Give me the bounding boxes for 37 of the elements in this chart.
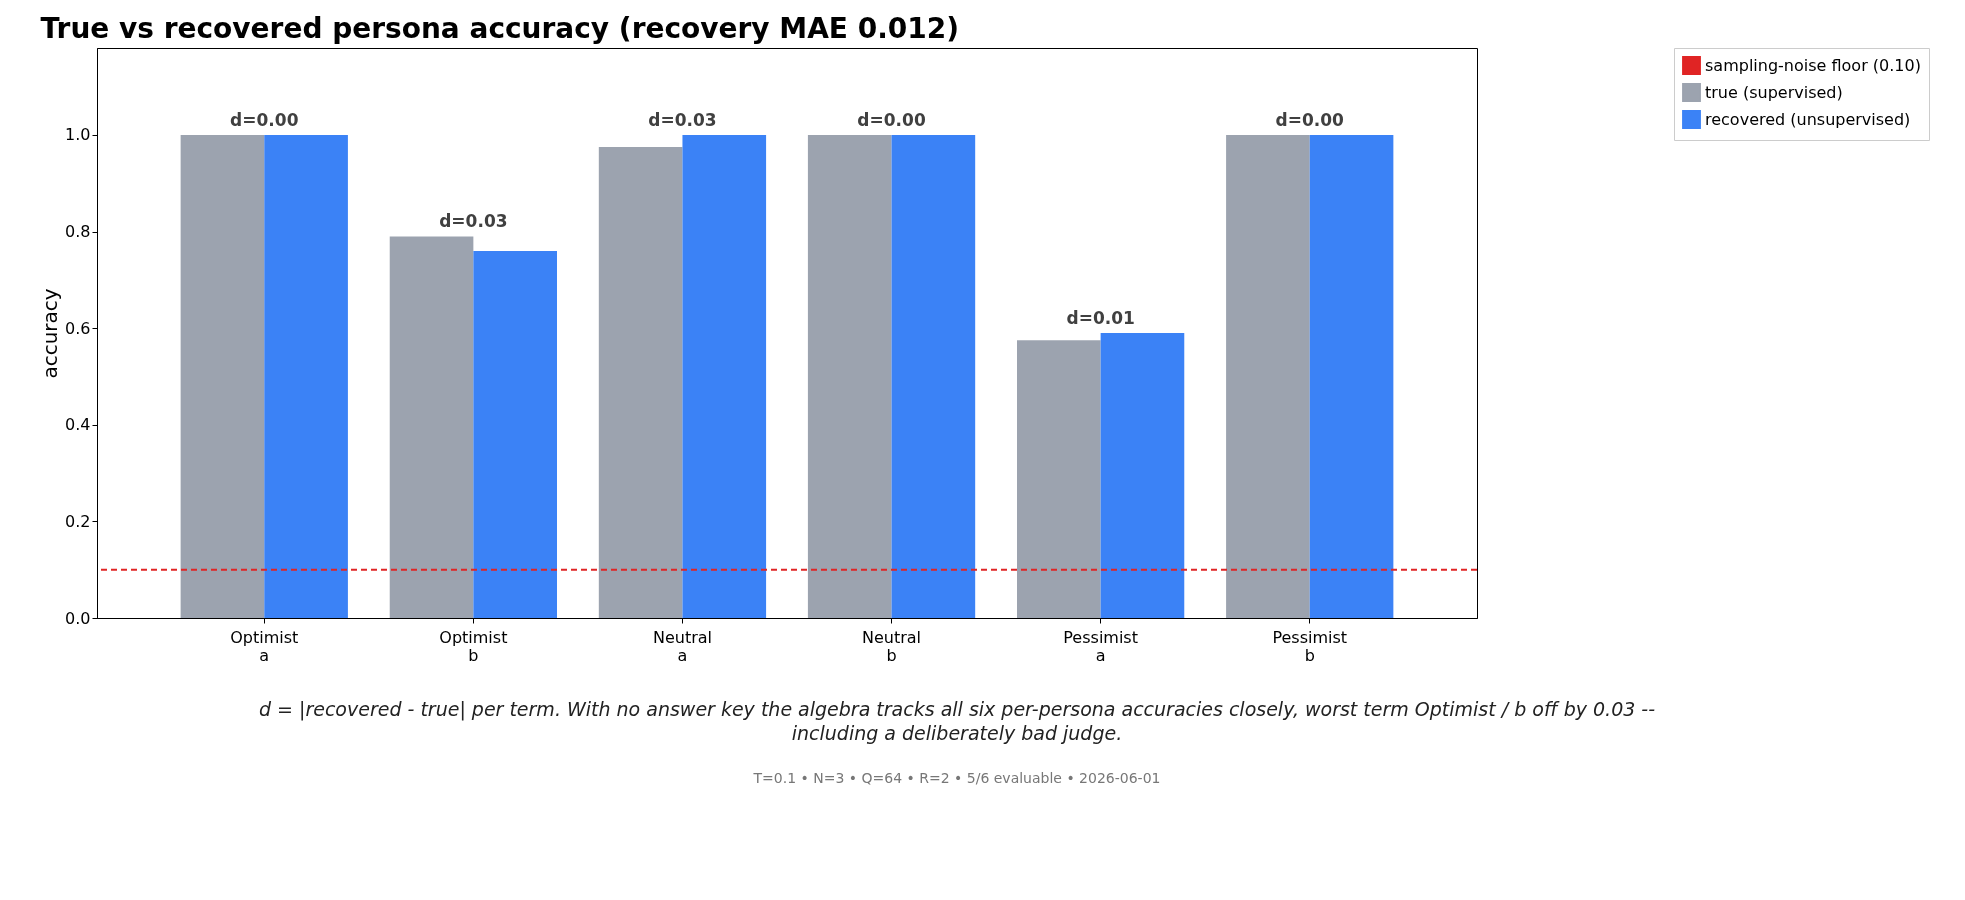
y-tick-label: 0.2 — [65, 511, 91, 531]
legend-label: sampling-noise floor (0.10) — [1705, 55, 1921, 75]
y-tick-label: 1.0 — [65, 125, 91, 145]
y-tick-label: 0.0 — [65, 608, 91, 628]
bar — [891, 134, 976, 618]
bar — [1017, 340, 1101, 618]
bar — [598, 147, 683, 618]
legend-label: true (supervised) — [1705, 82, 1843, 102]
bar — [473, 250, 557, 618]
y-tick-label: 0.8 — [65, 222, 91, 242]
annotation: d=0.00 — [230, 109, 299, 130]
bar — [1100, 333, 1185, 618]
bar — [180, 134, 265, 618]
y-axis-title: accuracy — [38, 288, 63, 379]
bar — [1226, 134, 1310, 618]
annotation: d=0.00 — [857, 109, 926, 130]
annotation: d=0.01 — [1066, 308, 1135, 328]
bar — [389, 236, 474, 618]
y-tick-label: 0.6 — [65, 318, 91, 338]
annotation: d=0.03 — [648, 109, 717, 130]
legend-label: recovered (unsupervised) — [1705, 109, 1911, 129]
annotation: d=0.00 — [1275, 109, 1345, 130]
bar — [807, 134, 892, 618]
x-tick-label: Optimist b — [439, 627, 508, 665]
x-tick-label: Pessimist b — [1272, 627, 1348, 665]
chart-title: True vs recovered persona accuracy (recovery MAE 0.012) — [40, 12, 960, 45]
text: d = |recovered - true| per term. With no answer key the algebra tracks all six per-persona accuracies closely, worst term Optimist / b off by 0.03 -- including a deliberately bad judge. — [258, 698, 1656, 744]
x-tick-label: Neutral a — [652, 627, 712, 665]
bar — [1309, 134, 1394, 618]
bar — [682, 134, 767, 618]
x-tick-label: Optimist a — [230, 627, 299, 665]
y-tick-label: 0.4 — [65, 415, 91, 435]
x-tick-label: Pessimist a — [1063, 627, 1138, 665]
annotation: d=0.03 — [439, 211, 508, 232]
x-tick-label: Neutral b — [862, 627, 922, 665]
text: T=0.1 • N=3 • Q=64 • R=2 • 5/6 evaluable • 2026-06-01 — [752, 770, 1161, 786]
bar — [264, 134, 348, 618]
